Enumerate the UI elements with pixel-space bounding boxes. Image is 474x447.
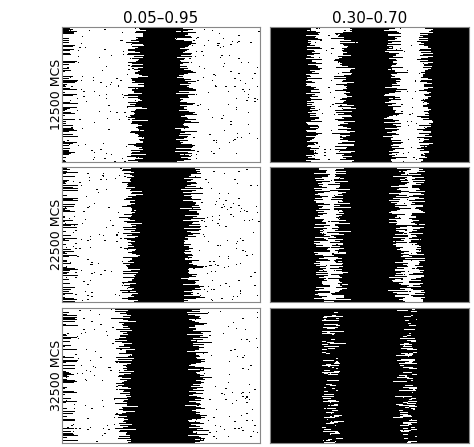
Title: 0.05–0.95: 0.05–0.95 (123, 11, 199, 25)
Title: 0.30–0.70: 0.30–0.70 (332, 11, 408, 25)
Y-axis label: 12500 MCS: 12500 MCS (50, 59, 63, 130)
Y-axis label: 32500 MCS: 32500 MCS (50, 339, 63, 411)
Y-axis label: 22500 MCS: 22500 MCS (50, 199, 63, 270)
